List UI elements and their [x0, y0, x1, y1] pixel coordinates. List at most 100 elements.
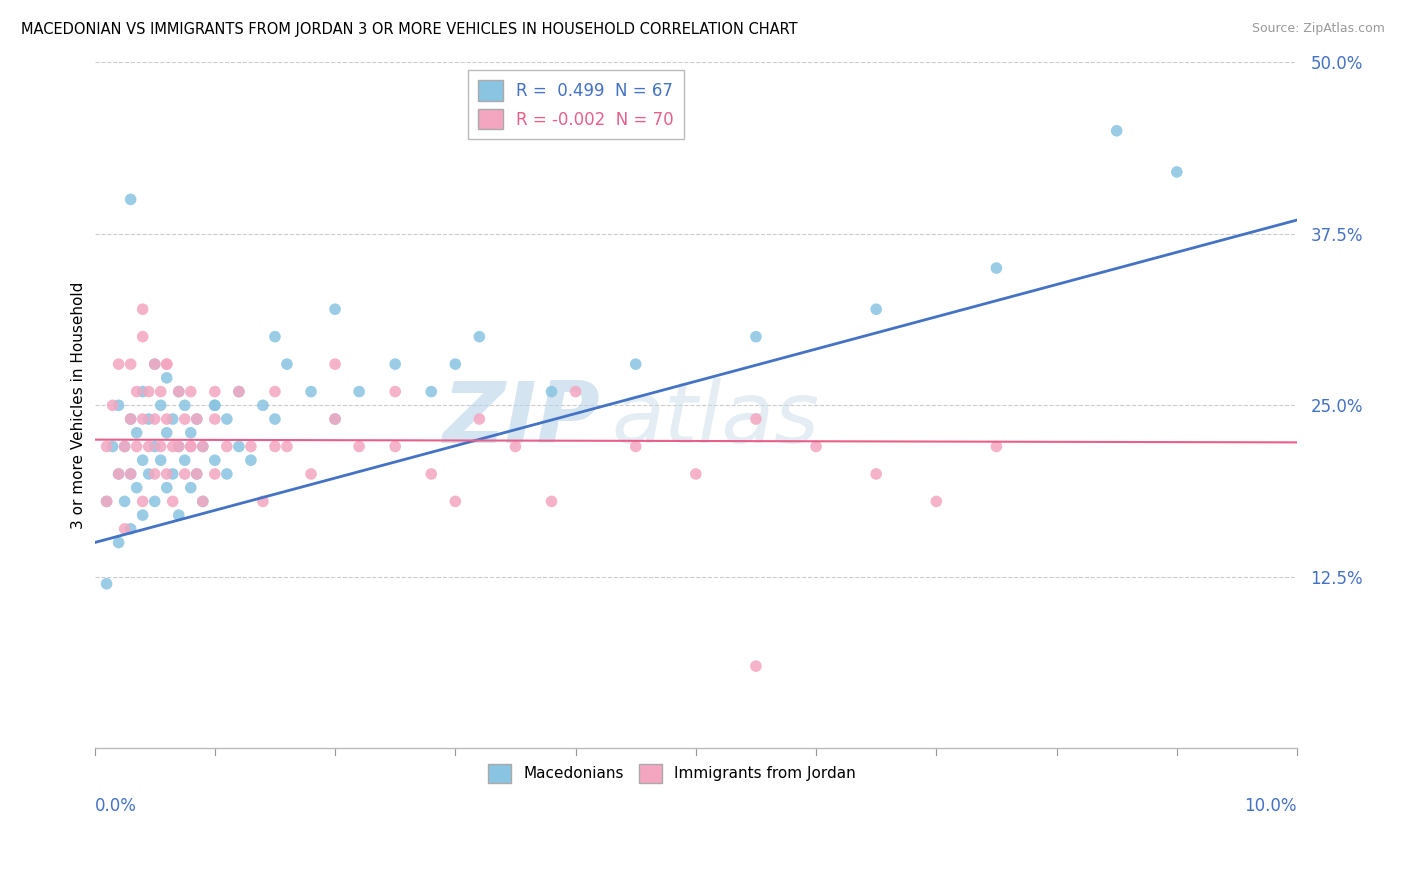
Point — [323, 412, 346, 426]
Point — [264, 440, 287, 454]
Point — [120, 412, 142, 426]
Point — [239, 453, 262, 467]
Point — [131, 494, 153, 508]
Point — [143, 440, 166, 454]
Point — [131, 412, 153, 426]
Point — [114, 440, 136, 454]
Point — [204, 398, 226, 412]
Point — [120, 522, 142, 536]
Point — [180, 481, 202, 495]
Point — [299, 384, 322, 399]
Point — [685, 467, 707, 481]
Point — [180, 440, 202, 454]
Point — [323, 412, 346, 426]
Point — [191, 494, 214, 508]
Point — [204, 467, 226, 481]
Point — [180, 425, 202, 440]
Point — [131, 453, 153, 467]
Point — [101, 398, 124, 412]
Point — [149, 440, 172, 454]
Point — [384, 384, 406, 399]
Point — [107, 357, 129, 371]
Point — [107, 535, 129, 549]
Point — [865, 467, 887, 481]
Point — [138, 440, 160, 454]
Point — [101, 440, 124, 454]
Point — [143, 494, 166, 508]
Point — [204, 412, 226, 426]
Text: 0.0%: 0.0% — [94, 797, 136, 814]
Point — [156, 481, 179, 495]
Point — [986, 440, 1008, 454]
Point — [143, 357, 166, 371]
Point — [228, 440, 250, 454]
Point — [186, 467, 208, 481]
Point — [239, 440, 262, 454]
Legend: Macedonians, Immigrants from Jordan: Macedonians, Immigrants from Jordan — [482, 758, 862, 789]
Point — [215, 440, 238, 454]
Text: atlas: atlas — [612, 377, 820, 460]
Point — [1105, 124, 1128, 138]
Point — [131, 302, 153, 317]
Point — [745, 412, 768, 426]
Point — [540, 384, 562, 399]
Point — [624, 357, 647, 371]
Point — [252, 398, 274, 412]
Point — [96, 494, 118, 508]
Point — [191, 494, 214, 508]
Point — [264, 412, 287, 426]
Point — [114, 522, 136, 536]
Point — [149, 398, 172, 412]
Point — [420, 384, 443, 399]
Point — [420, 467, 443, 481]
Point — [138, 384, 160, 399]
Point — [204, 398, 226, 412]
Point — [444, 357, 467, 371]
Point — [264, 329, 287, 343]
Point — [114, 494, 136, 508]
Point — [167, 384, 190, 399]
Point — [131, 329, 153, 343]
Point — [173, 453, 195, 467]
Point — [125, 440, 148, 454]
Point — [173, 412, 195, 426]
Text: ZIP: ZIP — [441, 377, 599, 460]
Point — [96, 576, 118, 591]
Point — [131, 508, 153, 522]
Point — [540, 494, 562, 508]
Point — [745, 659, 768, 673]
Point — [204, 453, 226, 467]
Point — [384, 440, 406, 454]
Point — [162, 440, 184, 454]
Point — [228, 384, 250, 399]
Point — [252, 494, 274, 508]
Point — [173, 467, 195, 481]
Point — [156, 357, 179, 371]
Point — [120, 412, 142, 426]
Point — [204, 384, 226, 399]
Point — [173, 398, 195, 412]
Point — [505, 440, 527, 454]
Point — [215, 467, 238, 481]
Point — [162, 412, 184, 426]
Point — [138, 412, 160, 426]
Point — [191, 440, 214, 454]
Point — [180, 440, 202, 454]
Point — [96, 440, 118, 454]
Point — [162, 467, 184, 481]
Point — [925, 494, 948, 508]
Point — [804, 440, 827, 454]
Point — [745, 329, 768, 343]
Point — [276, 440, 298, 454]
Point — [384, 357, 406, 371]
Point — [299, 467, 322, 481]
Point — [167, 440, 190, 454]
Point — [186, 412, 208, 426]
Point — [347, 440, 370, 454]
Point — [149, 453, 172, 467]
Point — [191, 440, 214, 454]
Point — [120, 357, 142, 371]
Point — [228, 384, 250, 399]
Point — [120, 467, 142, 481]
Text: MACEDONIAN VS IMMIGRANTS FROM JORDAN 3 OR MORE VEHICLES IN HOUSEHOLD CORRELATION: MACEDONIAN VS IMMIGRANTS FROM JORDAN 3 O… — [21, 22, 797, 37]
